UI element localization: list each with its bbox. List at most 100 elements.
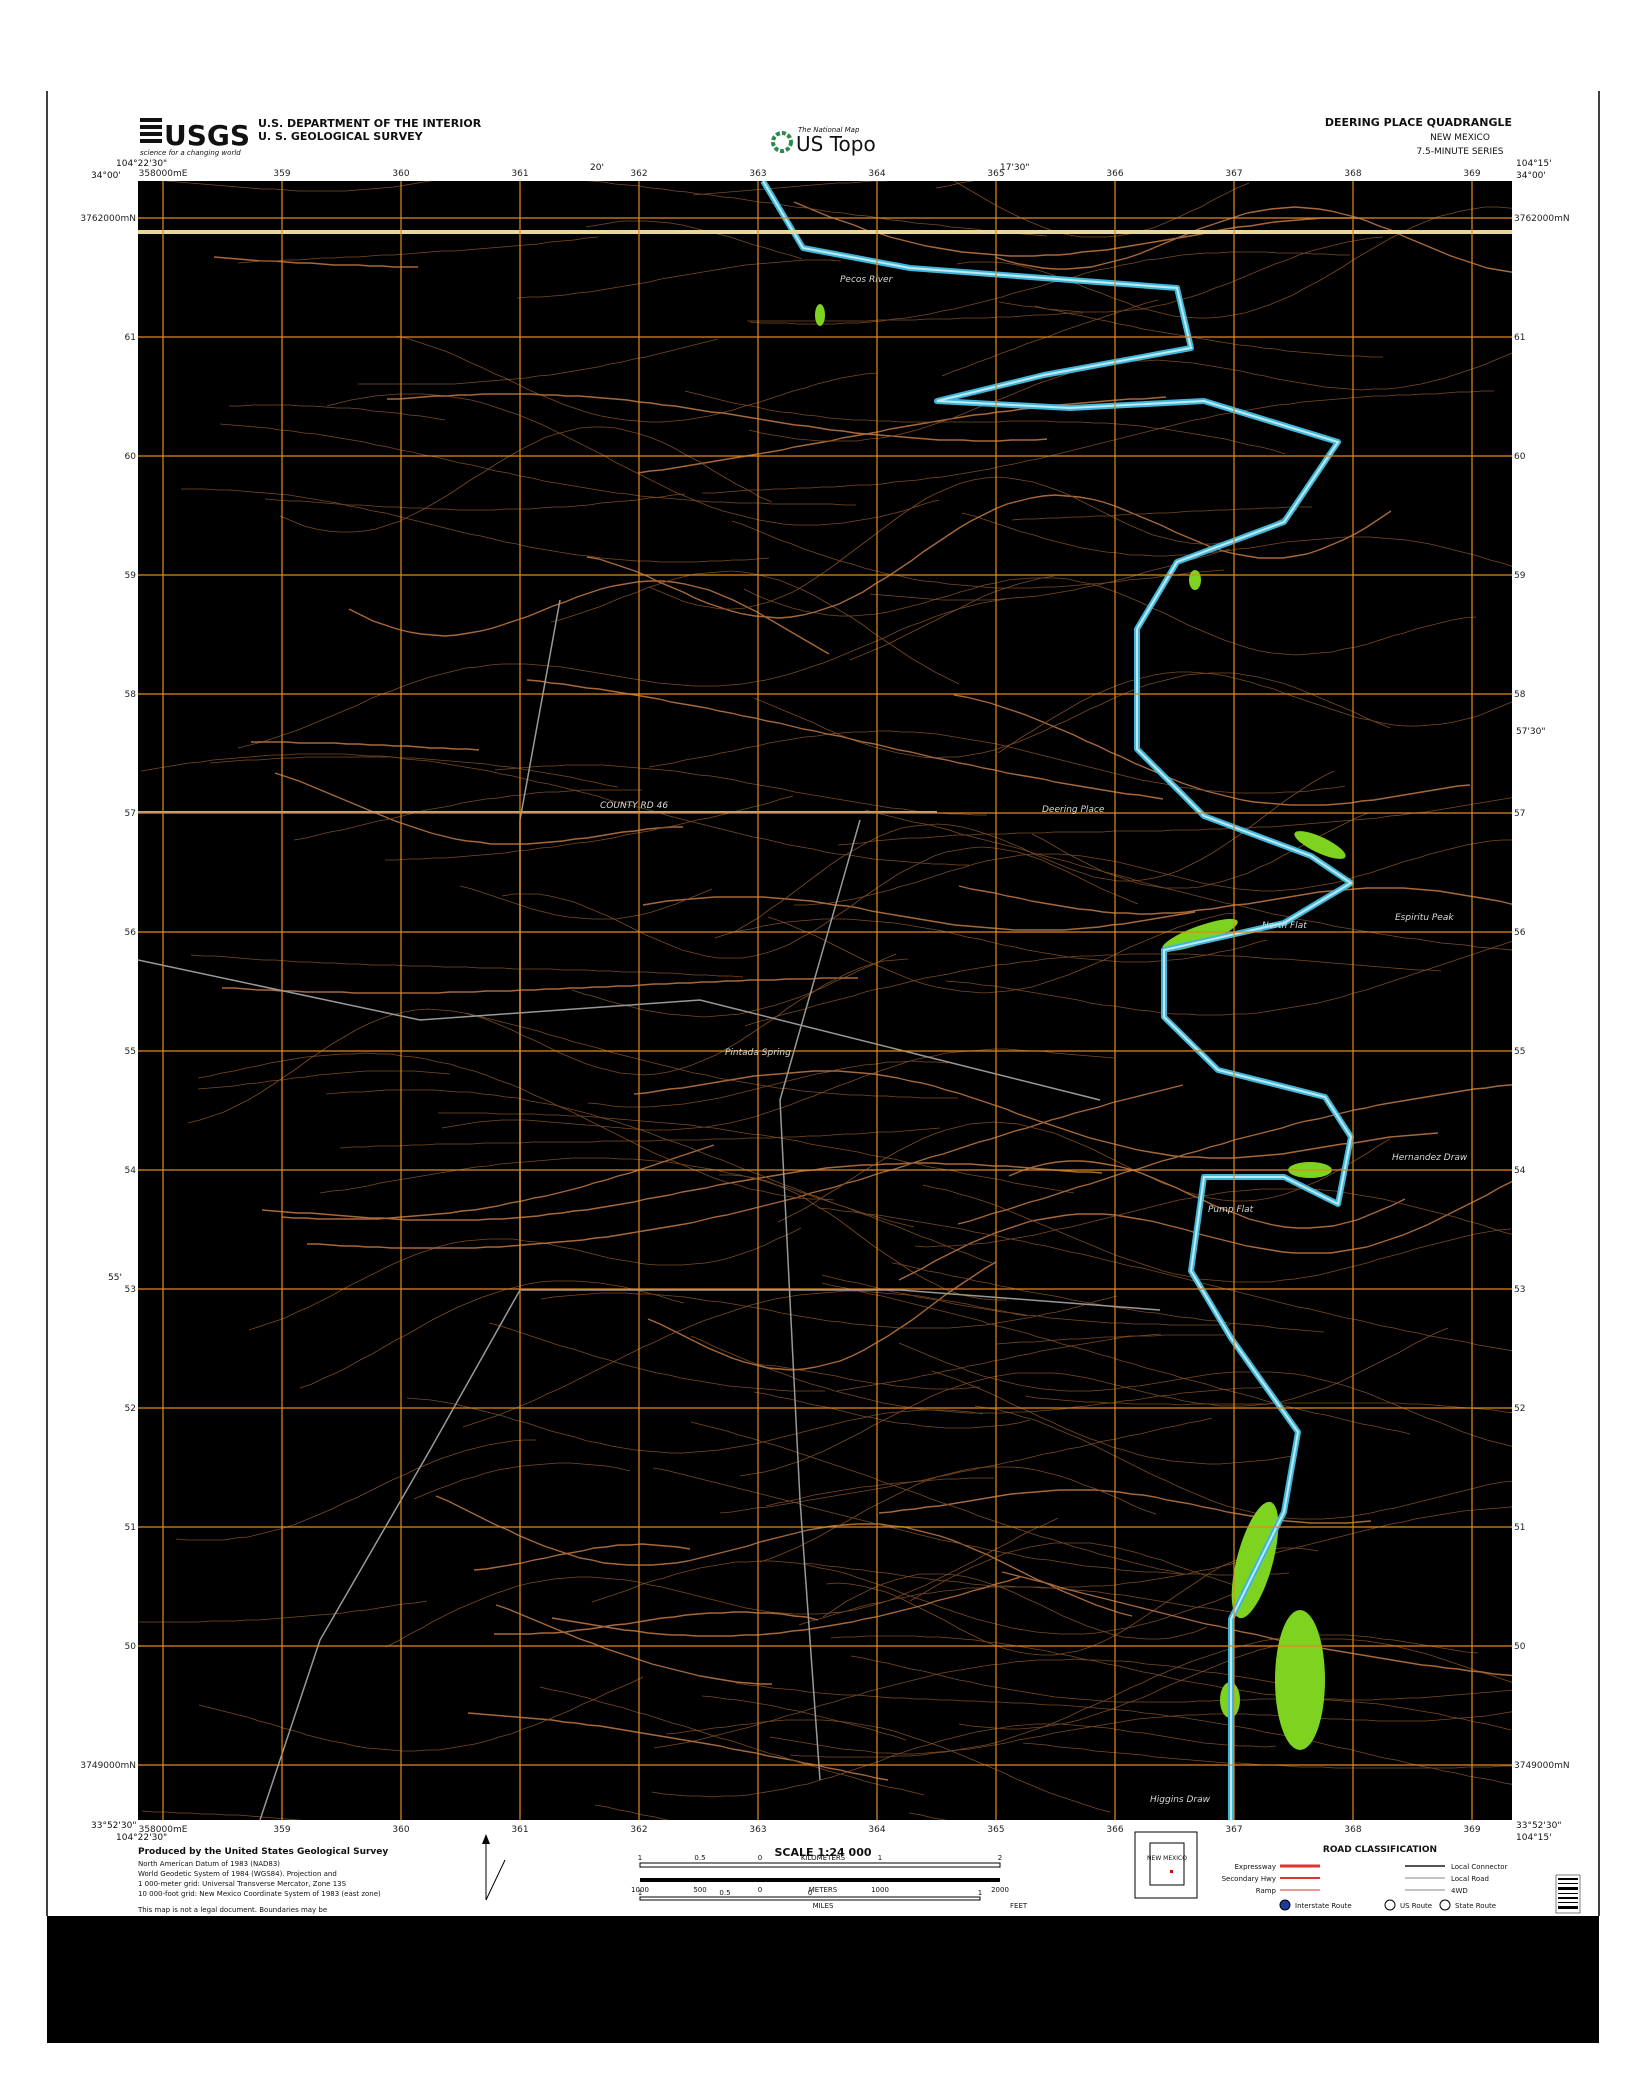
contour <box>585 220 803 260</box>
contour <box>441 1048 1115 1131</box>
contour <box>539 1686 925 1796</box>
contour <box>516 259 842 299</box>
scale-unit: METERS <box>809 1886 838 1894</box>
road <box>259 1289 521 1820</box>
contour <box>550 570 960 685</box>
contour <box>190 954 744 978</box>
northing-label: 50 <box>1514 1642 1526 1652</box>
contour <box>187 958 909 1124</box>
contour <box>237 598 1007 749</box>
contour <box>406 1397 984 1454</box>
corner-coord: 33°52'30" <box>1516 1821 1561 1831</box>
easting-label: 363 <box>749 169 766 179</box>
contour <box>299 1280 685 1389</box>
quad-name: DEERING PLACE QUADRANGLE <box>1325 116 1512 129</box>
contour <box>747 312 1083 322</box>
place-labels: Deering Place North Flat Pump Flat Herna… <box>600 275 1468 1805</box>
northing-label: 54 <box>125 1166 137 1176</box>
contour <box>802 1506 1512 1589</box>
corner-coord: 104°15' <box>1516 1833 1552 1843</box>
northing-label: 55 <box>1514 1047 1525 1057</box>
place-name: Pecos River <box>840 275 894 285</box>
contour <box>994 206 1512 273</box>
agency-line: U.S. DEPARTMENT OF THE INTERIOR <box>258 117 482 130</box>
contour <box>878 1489 1372 1524</box>
corner-coord: 104°22'30" <box>116 1833 167 1843</box>
contour <box>753 1391 1031 1429</box>
contour <box>837 797 1512 846</box>
contour <box>139 1600 428 1623</box>
easting-label: 364 <box>868 1825 885 1835</box>
contour <box>765 1477 994 1507</box>
contour <box>731 520 1225 589</box>
contour <box>591 1560 1265 1635</box>
contour <box>817 1207 1512 1352</box>
scale-label: 1 <box>978 1889 982 1897</box>
contour <box>665 1719 1111 1813</box>
contour <box>898 1342 1512 1447</box>
contour <box>1001 1571 1512 1677</box>
contour <box>898 1180 1512 1281</box>
contour <box>219 423 856 506</box>
contour <box>743 577 1477 656</box>
contour <box>922 1184 1512 1283</box>
contour <box>141 1810 303 1820</box>
contour <box>850 1655 1512 1731</box>
easting-label: 363 <box>749 1825 766 1835</box>
contour <box>438 1112 1075 1194</box>
northing-label: 55 <box>125 1047 136 1057</box>
easting-label: 359 <box>273 1825 290 1835</box>
note: 10 000-foot grid: New Mexico Coordinate … <box>138 1890 381 1898</box>
scale-segment <box>639 1896 981 1901</box>
northing-label: 51 <box>125 1523 136 1533</box>
contour <box>996 1334 1225 1345</box>
contour <box>739 1327 1449 1477</box>
contour <box>945 940 1512 1016</box>
contour <box>702 390 1494 494</box>
contour <box>953 694 1471 806</box>
contour <box>821 1282 1411 1435</box>
contour <box>274 772 683 845</box>
northing-label: 57 <box>1514 809 1525 819</box>
contour <box>714 918 1268 963</box>
scale-label: 0 <box>758 1886 762 1894</box>
northing-label: 60 <box>125 452 137 462</box>
contour <box>385 1517 1059 1648</box>
grid-layer <box>138 181 1512 1820</box>
northing-label: 3749000mN <box>80 1761 136 1771</box>
contour <box>319 1157 993 1264</box>
contour <box>961 512 1512 567</box>
contour <box>473 1543 691 1571</box>
contour <box>735 1682 1512 1785</box>
northing-label: 54 <box>1514 1166 1526 1176</box>
scale-label: 1000 <box>631 1886 649 1894</box>
vegetation <box>815 304 825 326</box>
road-label: Local Road <box>1451 1875 1489 1883</box>
place-name: Higgins Draw <box>1150 1795 1211 1805</box>
place-name: North Flat <box>1262 921 1307 931</box>
easting-label: 366 <box>1106 169 1123 179</box>
minute-tick: 20' <box>590 163 604 173</box>
usgs-tagline: science for a changing world <box>140 149 241 157</box>
contour <box>237 236 599 264</box>
scale-unit: FEET <box>1010 1902 1028 1910</box>
contour <box>794 839 1512 906</box>
us-topo-logo: The National Map US Topo <box>771 126 876 156</box>
place-name: Pintada Spring <box>725 1048 791 1058</box>
contour <box>586 181 1048 237</box>
note: World Geodetic System of 1984 (WGS84). P… <box>138 1870 337 1878</box>
scale-label: 0.5 <box>719 1889 730 1897</box>
contour <box>652 1467 1290 1576</box>
contour <box>307 1084 1184 1249</box>
contour <box>633 1070 1439 1159</box>
contour <box>175 1439 536 1541</box>
contour <box>413 1462 631 1500</box>
contour <box>793 201 1358 257</box>
contour <box>325 1089 915 1228</box>
north-arrow <box>482 1834 506 1901</box>
place-name: Espiritu Peak <box>1395 913 1454 923</box>
contour <box>749 251 1350 325</box>
contour <box>385 795 794 861</box>
northing-label: 61 <box>1514 333 1525 343</box>
road-label: Expressway <box>1235 1863 1277 1871</box>
